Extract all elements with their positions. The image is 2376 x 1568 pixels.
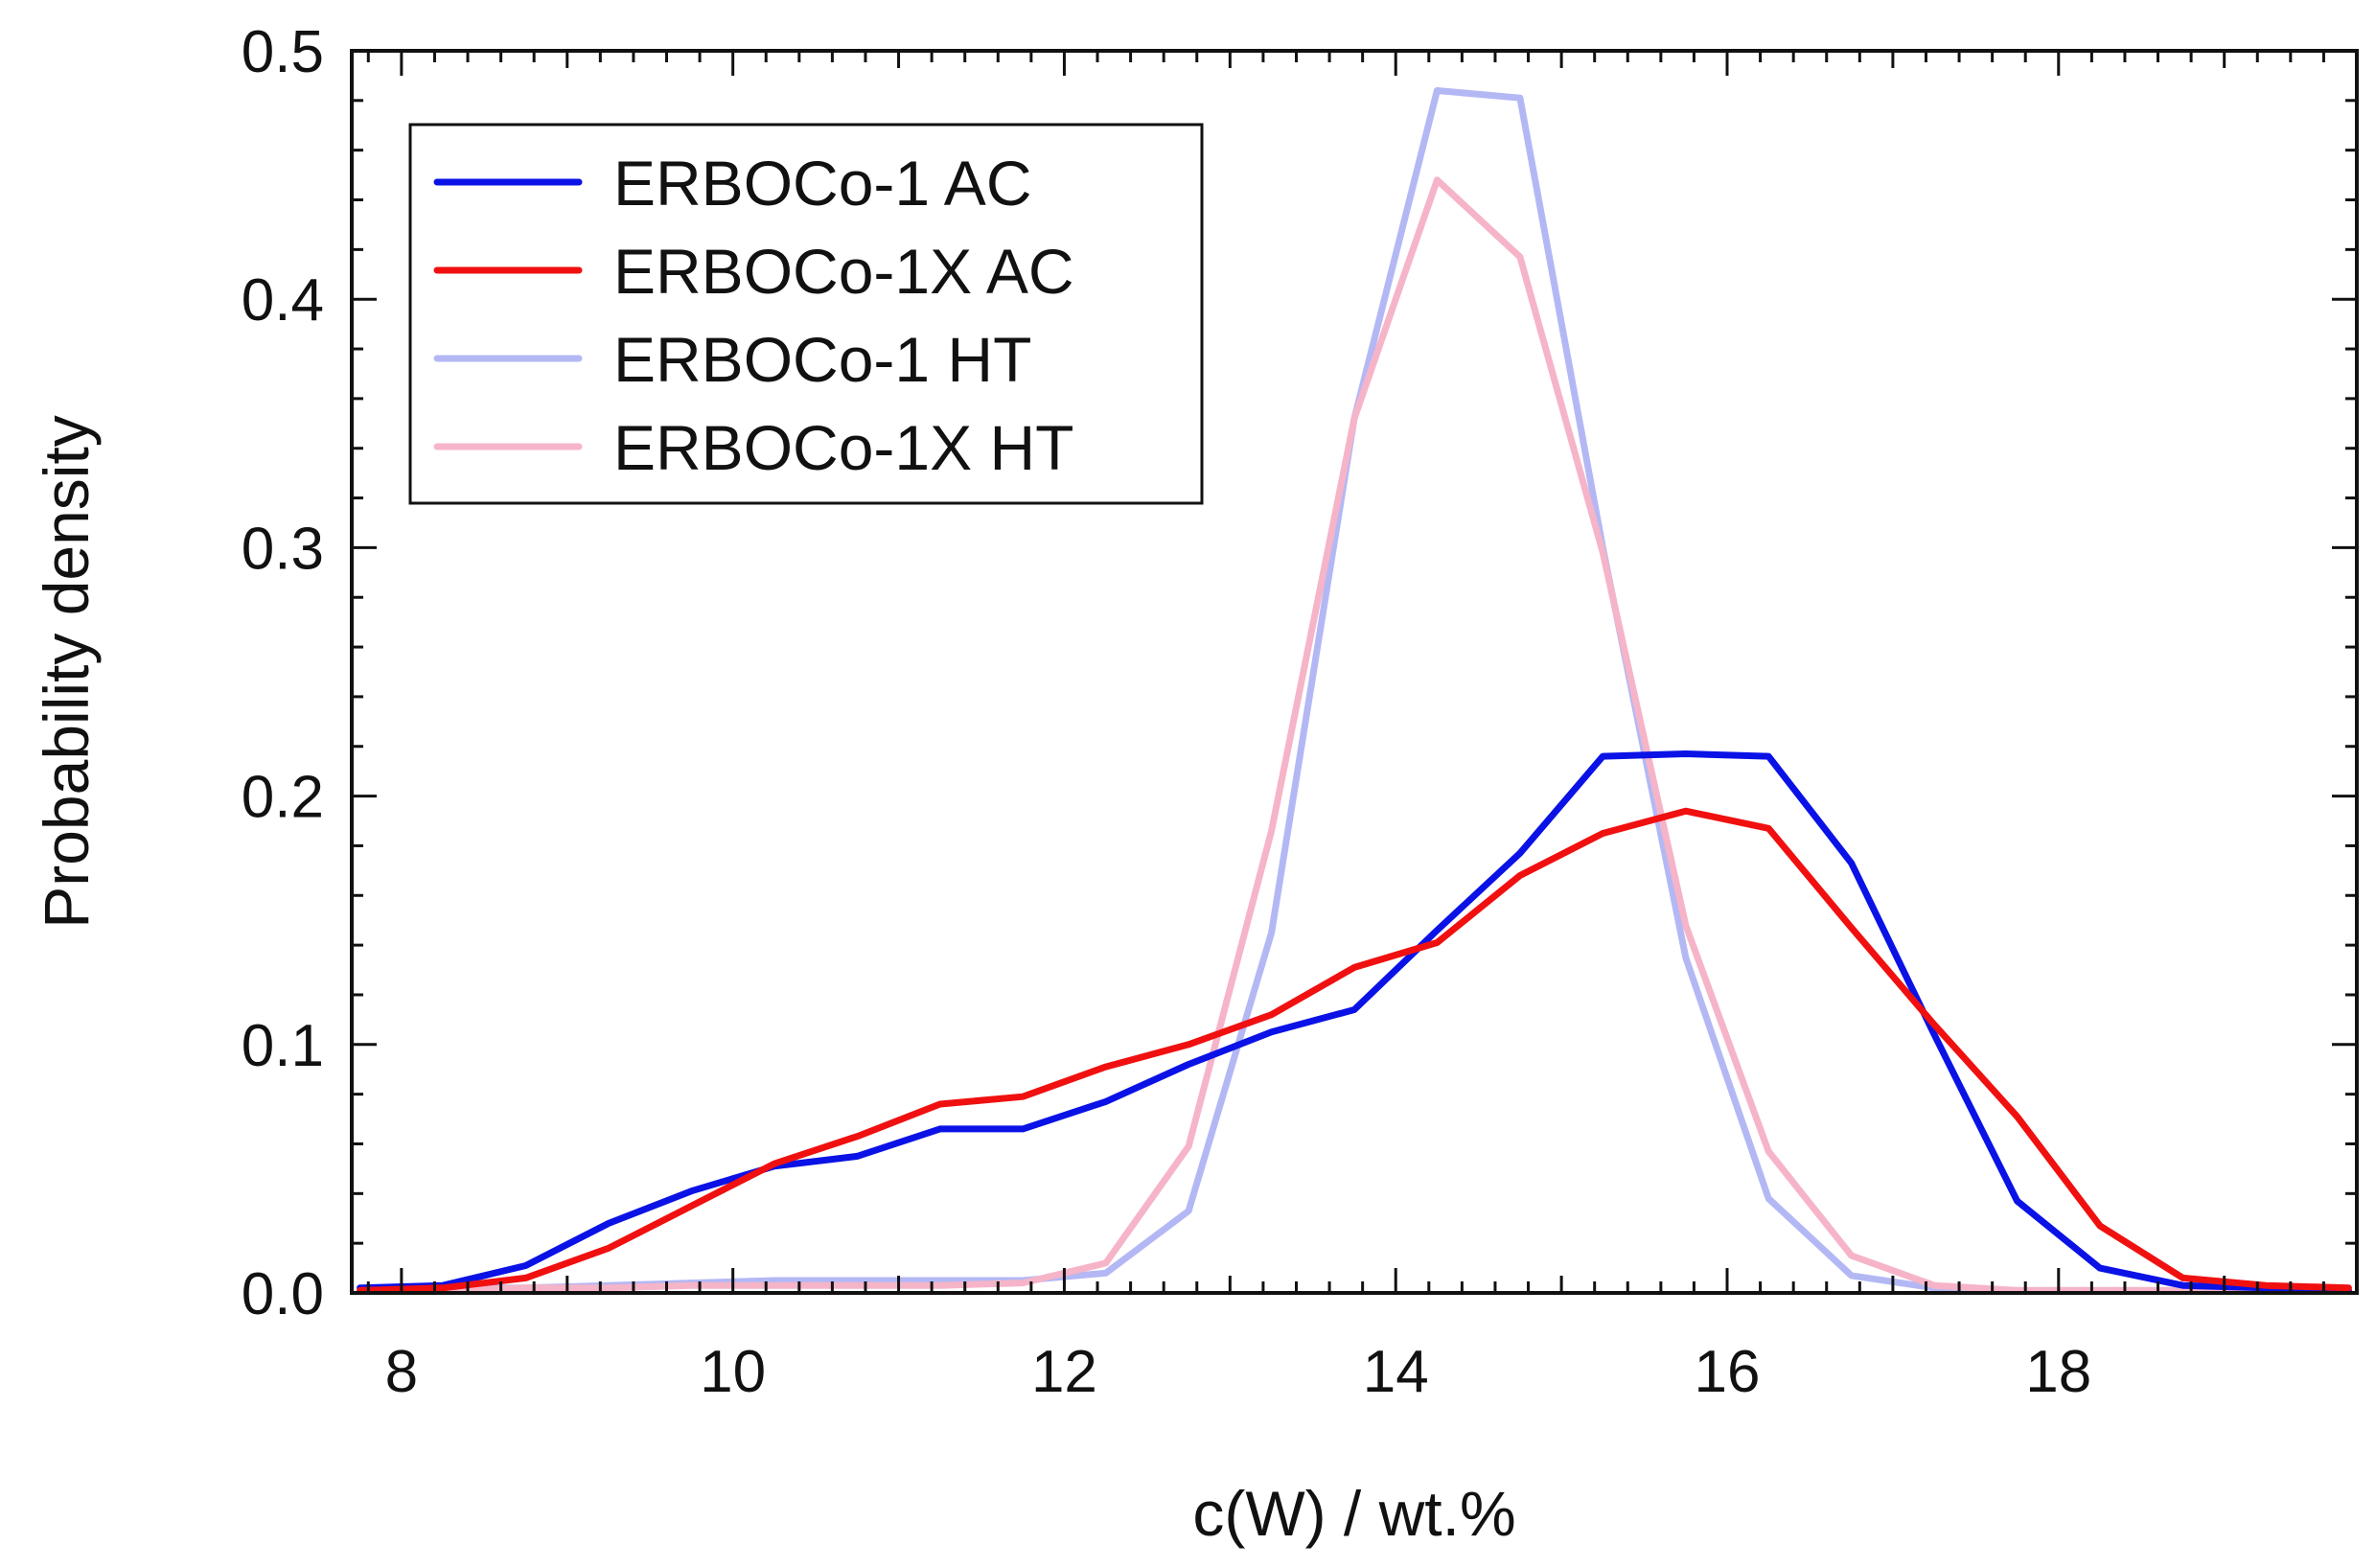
y-tick-labels: 0.0 0.1 0.2 0.3 0.4 0.5 [242,19,324,1327]
y-tick-label: 0.0 [242,1261,324,1327]
y-tick-label: 0.2 [242,765,324,831]
legend: ERBOCo-1 AC ERBOCo-1X AC ERBOCo-1 HT ERBOCo… [408,123,1204,505]
y-tick-label: 0.1 [242,1013,324,1079]
x-tick-label: 18 [2025,1339,2091,1405]
x-tick-label: 8 [385,1339,418,1405]
x-axis-title: c(W) / wt.% [1192,1478,1515,1549]
y-tick-label: 0.3 [242,516,324,582]
legend-label: ERBOCo-1X HT [613,412,1073,483]
series-layer [357,87,2352,1294]
x-tick-label: 14 [1363,1339,1429,1405]
y-axis-title: Probability density [31,415,102,929]
series-line-2 [357,807,2352,1294]
series-line-1 [357,750,2352,1294]
legend-label: ERBOCo-1X AC [613,236,1074,307]
legend-label: ERBOCo-1 AC [613,148,1031,219]
legend-entries: ERBOCo-1 AC ERBOCo-1X AC ERBOCo-1 HT ERBOCo… [433,148,1074,483]
y-tick-label: 0.4 [242,267,324,334]
y-tick-label: 0.5 [242,19,324,85]
x-tick-label: 12 [1031,1339,1097,1405]
ticks-layer [352,49,2359,1295]
x-tick-label: 10 [700,1339,766,1405]
plot-frame [350,49,2359,1295]
legend-label: ERBOCo-1 HT [613,324,1031,395]
x-tick-label: 16 [1695,1339,1761,1405]
x-tick-labels: 8 10 12 14 16 18 [385,1339,2092,1405]
series-line-4 [357,176,2352,1294]
legend-box [408,123,1204,505]
